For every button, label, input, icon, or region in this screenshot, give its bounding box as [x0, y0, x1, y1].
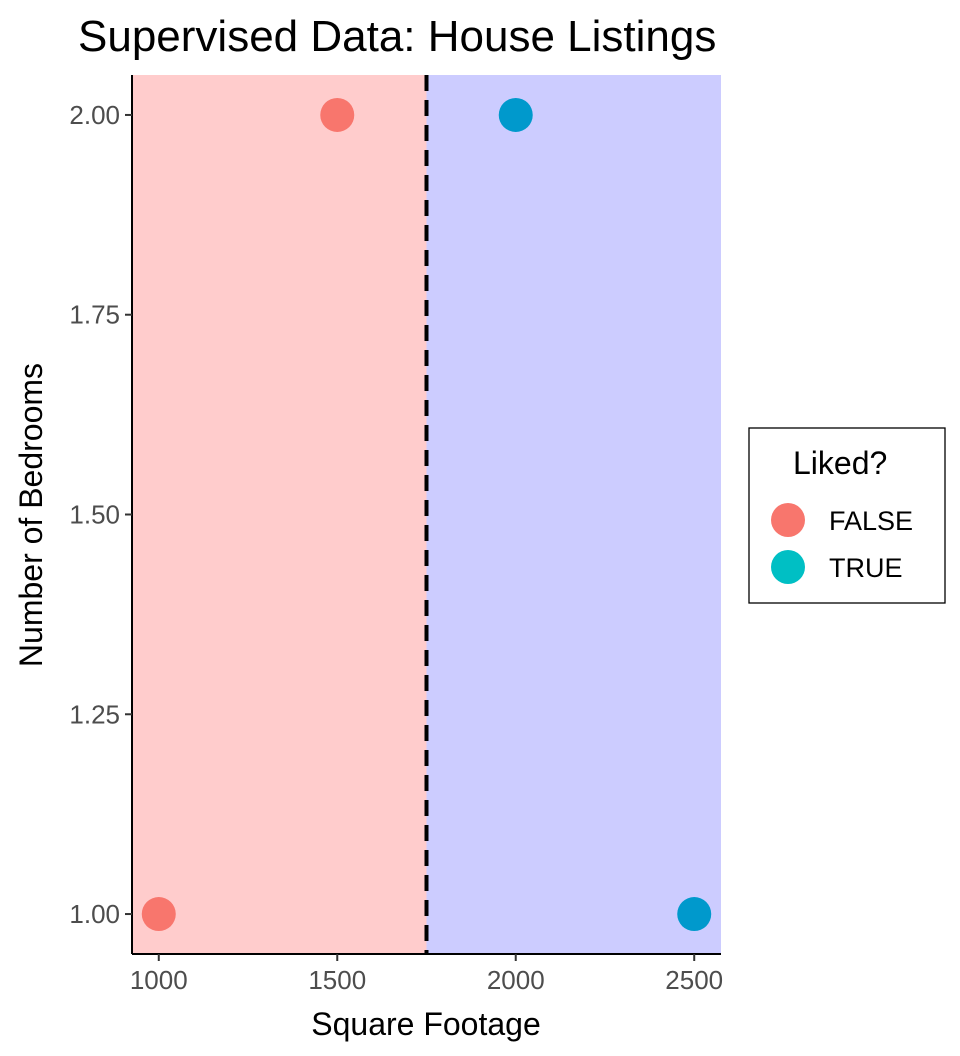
legend-label-false: FALSE [829, 506, 913, 536]
data-point-1 [320, 97, 355, 132]
x-tick-label: 2500 [665, 965, 723, 995]
x-axis-title: Square Footage [311, 1006, 541, 1042]
data-point-0 [141, 897, 176, 932]
region-1 [426, 75, 721, 954]
y-tick-label: 1.25 [69, 699, 120, 729]
x-axis-ticks: 1000 1500 2000 2500 [130, 954, 723, 995]
legend-label-true: TRUE [829, 553, 903, 583]
y-tick-label: 2.00 [69, 100, 120, 130]
data-point-3 [677, 897, 712, 932]
x-tick-label: 2000 [487, 965, 545, 995]
y-tick-label: 1.50 [69, 500, 120, 530]
chart-title: Supervised Data: House Listings [78, 12, 716, 61]
y-axis-ticks: 1.00 1.25 1.50 1.75 2.00 [69, 100, 132, 929]
data-point-2 [498, 97, 533, 132]
legend: Liked? FALSE TRUE [748, 427, 946, 604]
y-axis-title: Number of Bedrooms [13, 363, 49, 667]
x-tick-label: 1500 [308, 965, 366, 995]
legend-key-true [771, 550, 805, 584]
data-points [141, 97, 712, 932]
legend-entries: FALSE TRUE [771, 503, 913, 584]
y-tick-label: 1.00 [69, 899, 120, 929]
x-tick-label: 1000 [130, 965, 188, 995]
region-0 [132, 75, 427, 954]
legend-key-false [771, 503, 805, 537]
decision-regions [132, 75, 721, 954]
legend-title: Liked? [793, 445, 887, 481]
y-tick-label: 1.75 [69, 300, 120, 330]
